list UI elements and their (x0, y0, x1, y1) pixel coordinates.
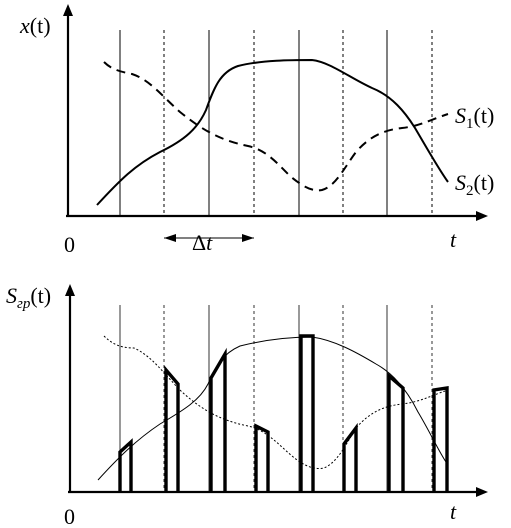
sample-pulse (209, 347, 227, 492)
bottom-curve-s1 (103, 335, 449, 469)
delta-t-arrow-left (164, 234, 176, 242)
sample-pulse (342, 422, 358, 492)
top-y-label-base: x (19, 13, 30, 38)
delta-t-label: Δt (192, 230, 213, 255)
bottom-plot: Sгр(t) 0 t (6, 283, 488, 528)
bottom-y-label-sub: гр (17, 296, 31, 312)
top-y-axis-label: x(t) (19, 13, 51, 38)
sample-pulse (387, 372, 405, 492)
s1-label-arg: (t) (474, 103, 495, 128)
bottom-y-axis-label: Sгр(t) (6, 283, 51, 312)
bottom-y-axis-arrow (65, 284, 75, 296)
bottom-x-axis-label: t (450, 499, 457, 524)
top-y-axis-arrow (63, 4, 73, 16)
sample-pulse (299, 334, 315, 492)
s1-label: S1(t) (455, 103, 494, 132)
s2-label: S2(t) (455, 170, 494, 199)
curve-s2 (96, 58, 449, 206)
delta-t-marker (164, 234, 254, 242)
s2-label-sub: 2 (466, 183, 474, 199)
top-sample-lines (119, 30, 433, 216)
delta-t-symbol: Δ (192, 230, 206, 255)
top-x-axis-label: t (450, 227, 457, 252)
s2-label-arg: (t) (474, 170, 495, 195)
bottom-y-label-arg: (t) (30, 283, 51, 308)
curve-s1 (103, 61, 449, 192)
delta-t-arrow-right (242, 234, 254, 242)
bottom-y-label-base: S (6, 283, 17, 308)
s2-label-base: S (455, 170, 466, 195)
sample-pulses (118, 334, 449, 492)
s1-label-sub: 1 (466, 116, 474, 132)
sample-pulse (254, 423, 270, 492)
top-y-label-arg: (t) (30, 13, 51, 38)
bottom-origin-label: 0 (64, 504, 75, 528)
bottom-curve-s2 (97, 336, 447, 481)
top-x-axis-arrow (476, 211, 488, 221)
sample-pulse (164, 365, 180, 492)
s1-label-base: S (455, 103, 466, 128)
top-origin-label: 0 (64, 232, 75, 257)
top-plot: x(t) 0 t Δt S1(t) S2(t) (19, 4, 494, 257)
sample-pulse (118, 438, 133, 492)
delta-t-var: t (206, 230, 213, 255)
bottom-x-axis-arrow (476, 487, 488, 497)
sample-pulse (432, 386, 449, 492)
